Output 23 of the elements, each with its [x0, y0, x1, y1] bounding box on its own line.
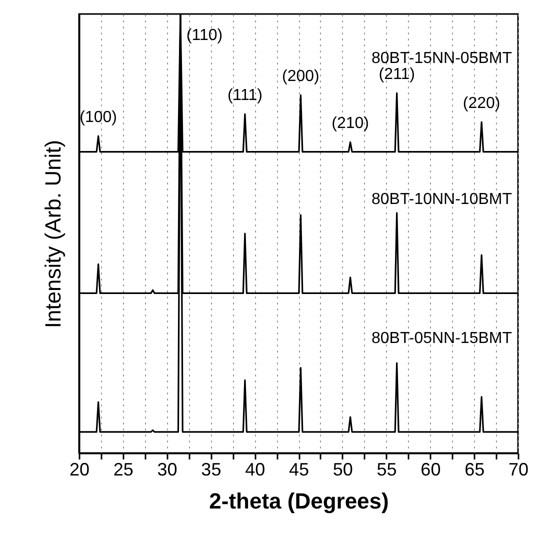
x-tick-label: 45 — [288, 460, 310, 480]
text: 80BT-15NN-05BMT — [372, 50, 512, 67]
series-label: 80BT-10NN-10BMT — [372, 191, 512, 208]
x-tick-label: 65 — [464, 460, 485, 480]
annotation: (210) — [332, 115, 369, 132]
annotation: (200) — [282, 68, 320, 86]
x-tick-label: 20 — [69, 460, 90, 480]
x-tick-label: 55 — [376, 460, 397, 480]
y-axis-title: Intensity (Arb. Unit) — [40, 140, 66, 328]
annotation: (211) — [378, 66, 415, 84]
x-tick-label: 60 — [420, 460, 441, 480]
x-tick-label: 30 — [157, 460, 178, 480]
annotation: (100) — [80, 109, 117, 126]
x-tick-label: 35 — [201, 460, 222, 480]
x-axis-title: 2-theta (Degrees) — [209, 488, 389, 514]
annotation: (220) — [462, 94, 500, 112]
series-label: 80BT-05NN-15BMT — [372, 330, 512, 347]
annotation: (111) — [227, 87, 262, 104]
x-tick-label: 50 — [332, 460, 353, 480]
x-tick-label: 40 — [245, 460, 266, 480]
annotation: (110) — [186, 27, 223, 44]
x-tick-label: 70 — [508, 460, 529, 480]
x-tick-label: 25 — [113, 460, 134, 480]
